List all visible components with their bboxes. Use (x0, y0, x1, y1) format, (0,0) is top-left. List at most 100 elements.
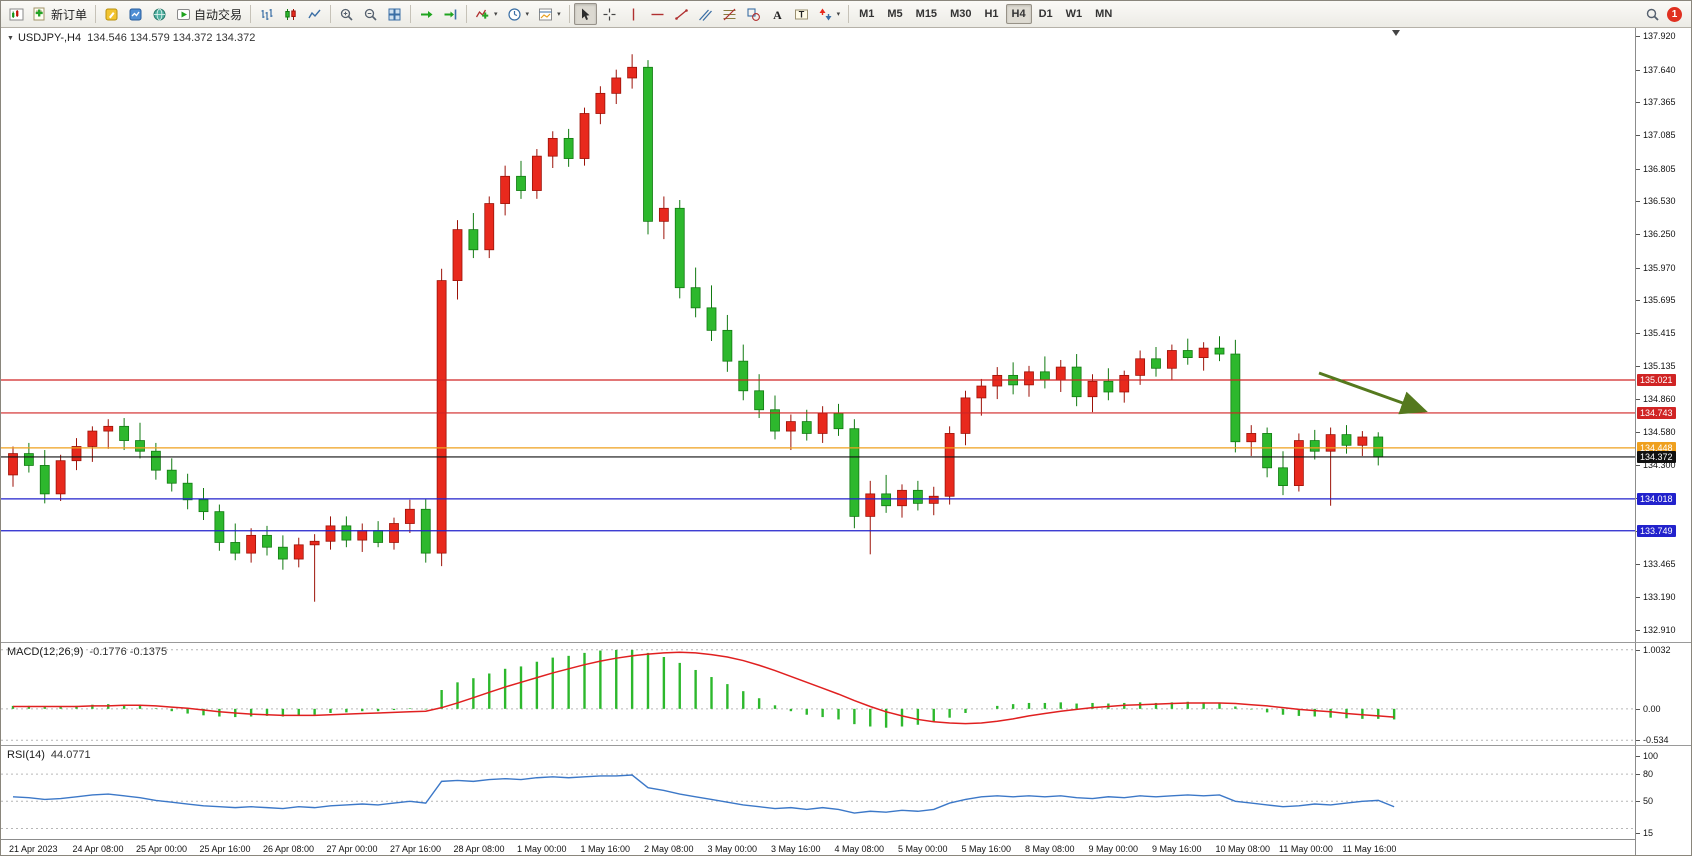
periods-button[interactable]: ▾ (503, 3, 534, 25)
metaeditor-icon-button[interactable] (100, 3, 123, 25)
timeframe-button-m30[interactable]: M30 (944, 4, 977, 24)
vertical-line-tool-button[interactable] (622, 3, 645, 25)
bar-chart-icon (261, 8, 273, 20)
trend-arrow-annotation (1318, 371, 1428, 415)
time-axis-label: 10 May 08:00 (1215, 844, 1271, 854)
timeframe-button-w1[interactable]: W1 (1060, 4, 1089, 24)
time-axis-label: 27 Apr 16:00 (390, 844, 442, 854)
collapse-triangle-icon[interactable]: ▼ (7, 35, 14, 42)
time-axis[interactable]: 21 Apr 2023 24 Apr 08:00 25 Apr 00:00 25 Ap… (1, 839, 1635, 855)
autotrade-button[interactable]: 自动交易 (172, 3, 246, 25)
fibonacci-tool-button[interactable] (718, 3, 741, 25)
axis-scale-label: 15 (1643, 828, 1654, 838)
metaeditor-icon (105, 8, 118, 20)
macd-title: MACD(12,26,9) -0.1776 -0.1375 (7, 646, 167, 658)
timeframe-button-h4[interactable]: H4 (1005, 4, 1032, 24)
macd-histogram (11, 649, 1396, 728)
price-axis[interactable]: 137.920 137.640 137.365 137.085 136.805 136.5… (1635, 27, 1691, 855)
terminal-icon-button[interactable] (5, 3, 28, 25)
time-axis-label: 8 May 08:00 (1025, 844, 1075, 854)
zoom-in-button[interactable] (335, 3, 358, 25)
axis-scale-label: 135.970 (1643, 262, 1676, 273)
timeframe-button-m1[interactable]: M1 (853, 4, 880, 24)
autotrade-label: 自动交易 (194, 7, 243, 22)
channel-tool-button[interactable] (694, 3, 717, 25)
time-axis-label: 9 May 16:00 (1152, 844, 1202, 854)
zoom-out-button[interactable] (359, 3, 382, 25)
separator (466, 5, 468, 23)
panel-separator[interactable] (1, 642, 1691, 643)
axis-scale-label: 134.580 (1643, 427, 1676, 438)
trendline-tool-button[interactable] (670, 3, 693, 25)
dropdown-caret-icon: ▾ (494, 11, 498, 18)
time-axis-label: 25 Apr 00:00 (136, 844, 188, 854)
svg-text:A: A (773, 8, 782, 22)
axis-scale-label: 132.910 (1643, 625, 1676, 636)
notification-badge[interactable]: 1 (1667, 6, 1682, 22)
macd-signal-line (13, 651, 1395, 725)
timeframe-group: M1 M5 M15 M30 H1 H4 D1 W1 MN (853, 4, 1118, 24)
market-watch-icon (129, 8, 142, 20)
text-tool-button[interactable]: A (766, 3, 789, 25)
community-icon-button[interactable] (148, 3, 171, 25)
price-level-tag[interactable]: 134.448 (1637, 441, 1676, 454)
rsi-line (12, 774, 1395, 814)
arrows-icon (819, 8, 832, 20)
axis-scale-label: 136.530 (1643, 196, 1676, 207)
terminal-icon (9, 8, 24, 20)
market-watch-icon-button[interactable] (124, 3, 147, 25)
axis-scale-label: 135.695 (1643, 295, 1676, 306)
timeframe-button-h1[interactable]: H1 (978, 4, 1004, 24)
time-axis-label: 28 Apr 08:00 (453, 844, 505, 854)
tile-windows-button[interactable] (383, 3, 406, 25)
chart-shift-marker (1392, 30, 1400, 36)
time-axis-label: 3 May 16:00 (771, 844, 821, 854)
horizontal-line-icon (651, 13, 664, 15)
dropdown-caret-icon: ▾ (525, 11, 530, 18)
panel-separator[interactable] (1, 745, 1691, 746)
price-level-tag[interactable]: 134.743 (1637, 406, 1676, 419)
timeframe-button-m5[interactable]: M5 (881, 4, 908, 24)
new-order-button[interactable]: 新订单 (29, 3, 91, 25)
time-axis-label: 4 May 08:00 (834, 844, 885, 854)
line-chart-type-button[interactable] (303, 3, 326, 25)
dropdown-caret-icon: ▾ (557, 11, 561, 18)
axis-scale-label: 80 (1643, 769, 1654, 780)
time-axis-label: 24 Apr 08:00 (72, 844, 124, 854)
shapes-tool-button[interactable] (742, 3, 765, 25)
auto-scroll-button[interactable] (415, 3, 438, 25)
price-level-tag[interactable]: 135.021 (1637, 374, 1676, 386)
timeframe-button-d1[interactable]: D1 (1033, 4, 1059, 24)
axis-scale-label: 136.805 (1643, 163, 1676, 174)
text-label-tool-button[interactable]: T (790, 3, 813, 25)
trendline-icon (674, 8, 688, 20)
crosshair-tool-button[interactable] (598, 3, 621, 25)
rsi-label: RSI(14) (7, 749, 45, 761)
chart-title: ▼ USDJPY-,H4 134.546 134.579 134.372 134.3… (7, 32, 255, 44)
timeframe-button-m15[interactable]: M15 (910, 4, 943, 24)
cursor-tool-button[interactable] (573, 3, 597, 25)
separator (848, 5, 850, 23)
arrows-tool-button[interactable]: ▾ (814, 3, 845, 25)
candlestick-chart-type-button[interactable] (279, 3, 302, 25)
horizontal-line-tool-button[interactable] (646, 3, 669, 25)
zoom-out-icon (364, 8, 377, 21)
price-level-tag[interactable]: 134.372 (1637, 450, 1676, 463)
search-button[interactable] (1641, 3, 1664, 25)
templates-button[interactable]: ▾ (534, 3, 565, 25)
time-axis-label: 21 Apr 2023 (9, 844, 58, 854)
separator (250, 5, 252, 23)
price-level-tag[interactable]: 133.749 (1637, 524, 1676, 537)
time-axis-label: 11 May 16:00 (1342, 844, 1397, 854)
macd-values: -0.1776 -0.1375 (89, 646, 168, 658)
bar-chart-type-button[interactable] (255, 3, 278, 25)
zoom-in-icon (340, 8, 353, 21)
separator (95, 5, 97, 23)
price-level-tag[interactable]: 134.018 (1637, 492, 1676, 505)
timeframe-button-mn[interactable]: MN (1089, 4, 1118, 24)
indicators-button[interactable]: ▾ (471, 3, 502, 25)
chart-shift-button[interactable] (439, 3, 462, 25)
toolbar: 新订单 自动交易 (1, 1, 1691, 28)
axis-scale-label: 137.365 (1643, 97, 1676, 108)
